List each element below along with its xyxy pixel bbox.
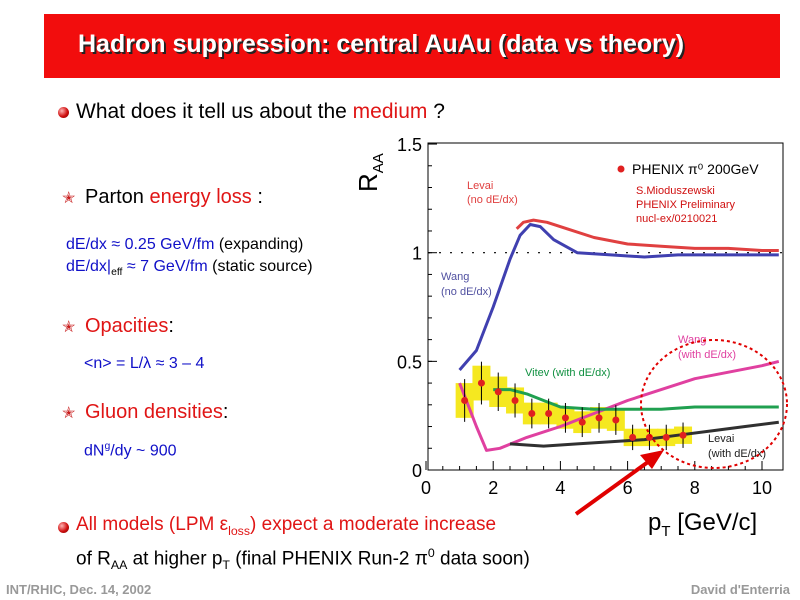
bottom2-mid2: (final PHENIX Run-2 π [229,548,428,570]
legend-marker [617,165,625,173]
dedx1-value: dE/dx ≈ 0.25 GeV/fm [66,236,215,253]
data-point [545,410,553,418]
series-curve [515,218,779,252]
bullet-icon [58,522,69,533]
x-tick-label: 10 [752,478,772,498]
title-banner [44,14,780,78]
x-tick-label: 8 [690,478,700,498]
x-tick-label: 4 [555,478,565,498]
legend-note-3: nucl-ex/0210021 [636,213,717,225]
gluon-colon: : [222,401,229,423]
bottom1-a: All models (LPM ε [76,514,229,535]
y-tick-label: 0.5 [397,352,422,372]
legend-note-1: S.Mioduszewski [636,185,715,197]
parton-post: : [251,186,263,208]
data-point [461,396,469,404]
series-curve [509,420,779,448]
bottom1-sub: loss [228,523,251,538]
footer-left: INT/RHIC, Dec. 14, 2002 [6,582,152,597]
dedx2-value-b: ≈ 7 GeV/fm [122,258,208,275]
series-curve [458,359,780,452]
opacity-formula: <n> = L/λ ≈ 3 – 4 [84,355,205,372]
data-point [494,388,502,396]
x-axis-title: pT [GeV/c] [648,509,757,540]
legend-label: PHENIX π⁰ 200GeV [632,161,759,177]
x-tick-label: 0 [421,478,431,498]
bottom2-sup: 0 [427,546,435,560]
data-point [511,396,519,404]
opacities-heading: Opacities: [85,315,174,338]
dedx-line-1: dE/dx ≈ 0.25 GeV/fm (expanding) [66,236,303,254]
parton-highlight: energy loss [149,186,252,208]
dedx1-note: (expanding) [214,236,304,253]
parton-heading: Parton energy loss : [85,186,263,209]
x-tick-label: 2 [488,478,498,498]
data-point [679,431,687,439]
bottom-line-2: of RAA at higher pT (final PHENIX Run-2 … [76,546,530,572]
bottom2-mid: at higher p [127,548,223,570]
footer-right: David d'Enterria [690,582,790,597]
dedx2-value-a: dE/dx| [66,258,112,275]
annot-levai-top-2: (no dE/dx) [467,194,518,206]
annot-vitev: Vitev (with dE/dx) [525,367,610,379]
gluon-formula-post: /dy ~ 900 [110,442,177,460]
gluon-heading: Gluon densities: [85,401,228,424]
data-point [578,418,586,426]
gluon-formula: dNg/dy ~ 900 [84,441,177,460]
y-tick-label: 0 [412,461,422,481]
legend-note-2: PHENIX Preliminary [636,199,736,211]
annot-wang-no-1: Wang [441,271,469,283]
annot-levai-bot-1: Levai [708,433,734,445]
annot-wang-no-2: (no dE/dx) [441,286,492,298]
gluon-formula-pre: dN [84,442,105,460]
question-pre: What does it tell us about the [76,100,353,123]
y-tick-label: 1 [412,244,422,264]
bottom2-post: data soon) [434,548,530,570]
star-bullet-icon: ✭ [62,405,76,422]
dedx2-note: (static source) [207,258,313,275]
y-tick-label: 1.5 [397,135,422,155]
data-point [528,410,536,418]
slide-title: Hadron suppression: central AuAu (data v… [78,30,685,58]
data-point [662,433,670,441]
arrow-head [640,450,664,469]
question-post: ? [427,100,445,123]
star-bullet-icon: ✭ [62,190,76,207]
bottom1-b: ) expect a moderate increase [250,514,497,535]
highlight-circle [640,339,788,469]
annot-wang-with-1: Wang [678,334,706,346]
star-bullet-icon: ✭ [62,319,76,336]
data-point [629,433,637,441]
gluon-formula-sup: g [104,441,111,452]
data-point [595,414,603,422]
parton-pre: Parton [85,186,150,208]
series-curve [458,223,779,371]
bottom2-sub2: T [222,558,230,573]
gluon-label: Gluon densities [85,401,223,423]
data-point [477,379,485,387]
opacities-colon: : [168,315,174,337]
bullet-icon [58,107,69,118]
question-highlight: medium [352,100,428,123]
question-text: What does it tell us about the medium ? [76,100,445,124]
data-point [561,414,569,422]
annot-wang-with-2: (with dE/dx) [678,349,736,361]
dedx2-sub: eff [111,267,123,279]
opacities-label: Opacities [85,315,169,337]
x-tick-label: 6 [623,478,633,498]
annot-levai-bot-2: (with dE/dx) [708,448,766,460]
annot-levai-top-1: Levai [467,180,493,192]
y-axis-title: RAA [353,153,387,192]
series-curve [493,388,779,411]
data-point [612,416,620,424]
dedx-line-2: dE/dx|eff ≈ 7 GeV/fm (static source) [66,258,313,278]
bottom-line-1: All models (LPM εloss) expect a moderate… [76,514,496,538]
bottom2-sub1: AA [110,558,128,573]
arrow-shaft [574,460,650,516]
bottom2-pre: of R [76,548,111,570]
